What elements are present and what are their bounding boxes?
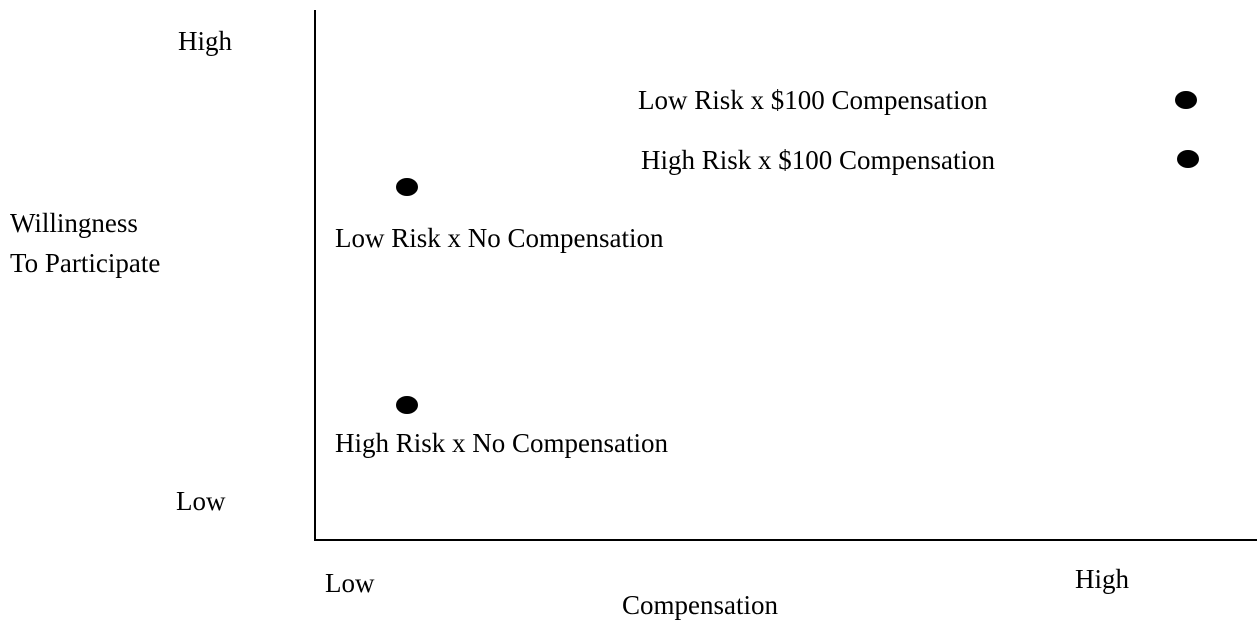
- x-axis-low: Low: [325, 568, 375, 598]
- point: [396, 396, 418, 414]
- y-axis-label: Willingness: [10, 208, 138, 238]
- point-label: Low Risk x $100 Compensation: [638, 85, 988, 115]
- y-axis-low: Low: [176, 486, 226, 516]
- y-axis-high: High: [178, 26, 233, 56]
- point: [1177, 150, 1199, 168]
- point: [396, 178, 418, 196]
- x-axis-label: Compensation: [622, 590, 778, 620]
- point-label: High Risk x $100 Compensation: [641, 145, 996, 175]
- x-axis-high: High: [1075, 564, 1130, 594]
- point: [1175, 91, 1197, 109]
- y-axis-label: To Participate: [10, 248, 160, 278]
- point-label: High Risk x No Compensation: [335, 428, 669, 458]
- point-label: Low Risk x No Compensation: [335, 223, 664, 253]
